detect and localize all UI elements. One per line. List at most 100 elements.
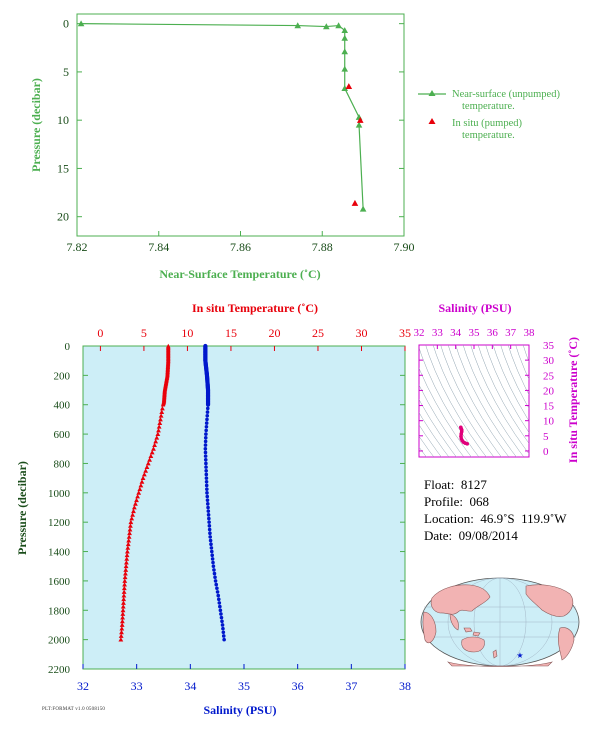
salinity-tick-label: 38	[399, 679, 411, 693]
salinity-point	[212, 568, 216, 572]
salinity-point	[207, 516, 211, 521]
ts-y-ticks: 0 5 10 15 20 25 30 35	[419, 340, 555, 458]
salinity-point	[208, 538, 213, 543]
salinity-point	[208, 535, 212, 539]
temperature-point	[151, 446, 156, 451]
ts-y-tick-label: 0	[543, 446, 549, 458]
temperature-point	[121, 600, 126, 605]
near-surface-point	[341, 27, 349, 34]
ts-density-contours	[419, 345, 529, 457]
salinity-point	[206, 509, 211, 513]
ts-y-tick-label: 10	[543, 416, 555, 428]
density-contour	[477, 345, 529, 444]
salinity-point	[203, 454, 208, 458]
temp-tick-label: 20	[268, 326, 280, 340]
salinity-tick-label: 36	[292, 679, 304, 693]
ts-x-tick-label: 36	[487, 327, 499, 339]
density-contour	[419, 435, 435, 457]
ts-x-ticks: 32 33 34 35 36 37 38	[414, 327, 535, 349]
salinity-point	[205, 502, 210, 506]
footer-text: PLT:FORMAT v1.0 0508150	[42, 707, 106, 712]
profile-pressure-ticks: 0 200 400 600 800 1000 1200 1400 1600 1800 2000 220…	[48, 341, 405, 676]
salinity-point	[204, 461, 208, 466]
salinity-tick-label: 33	[131, 679, 143, 693]
profile-temperature-ticks: 0 5 10 15 20 25 30 35	[97, 326, 411, 351]
salinity-point	[204, 428, 208, 433]
profile-top-axis-label: In situ Temperature (˚C)	[192, 301, 318, 315]
salinity-point	[219, 612, 223, 616]
temperature-point	[119, 629, 124, 635]
ts-y-tick-label: 30	[543, 355, 555, 367]
temperature-point	[156, 428, 161, 433]
ts-diagram: 32 33 34 35 36 37 38 0 5 10 15 20 25 30 35 Salinity (…	[414, 301, 581, 463]
salinity-point	[220, 619, 224, 624]
salinity-point	[215, 590, 220, 594]
density-contour	[522, 345, 529, 363]
profile-plot-frame	[82, 345, 406, 670]
density-contour	[419, 412, 450, 457]
pressure-tick-label: 1800	[48, 605, 71, 617]
temperature-point	[147, 457, 152, 462]
salinity-point	[214, 582, 219, 587]
y-tick-label: 5	[63, 65, 69, 79]
ts-y-tick-label: 20	[543, 385, 555, 397]
near-surface-point	[323, 23, 330, 30]
temperature-point	[158, 413, 164, 418]
salinity-tick-label: 35	[238, 679, 250, 693]
temperature-point	[120, 604, 126, 609]
pressure-tick-label: 1600	[48, 576, 71, 588]
temperature-point	[139, 479, 145, 484]
density-contour	[500, 345, 529, 409]
in-situ-point	[356, 116, 364, 123]
temperature-point	[154, 435, 160, 440]
legend-label-near-surface-line2: temperature.	[462, 101, 515, 112]
salinity-point	[205, 491, 209, 495]
top-x-ticks: 7.82 7.84 7.86 7.88 7.90	[67, 231, 415, 254]
temperature-point	[123, 571, 128, 576]
salinity-point	[206, 513, 211, 517]
salinity-point	[205, 413, 210, 418]
salinity-point	[213, 579, 218, 583]
temperature-point	[120, 615, 125, 620]
salinity-point	[222, 637, 226, 642]
temperature-point	[135, 494, 141, 499]
salinity-point	[205, 494, 210, 499]
ts-x-tick-label: 32	[414, 327, 425, 339]
ts-x-tick-label: 33	[432, 327, 444, 339]
salinity-point	[203, 439, 208, 444]
in-situ-point	[351, 199, 359, 206]
salinity-point	[221, 630, 226, 635]
temperature-point	[120, 611, 126, 616]
salinity-point	[207, 527, 212, 532]
salinity-point	[206, 505, 210, 510]
temp-tick-label: 30	[355, 326, 367, 340]
top-plot-frame	[76, 13, 405, 237]
salinity-profile	[203, 343, 226, 642]
salinity-point	[203, 457, 208, 462]
temperature-point	[120, 607, 126, 613]
ts-right-axis-label: In situ Temperature (˚C)	[566, 337, 580, 463]
float-location-map: ★	[420, 577, 580, 667]
salinity-point	[221, 626, 225, 631]
profile-bottom-axis-label: Salinity (PSU)	[203, 703, 276, 717]
ts-x-tick-label: 37	[505, 327, 517, 339]
salinity-point	[204, 480, 209, 484]
temperature-point	[149, 450, 155, 455]
profile-chart: 0 5 10 15 20 25 30 35 32 33 34 35 36 37 38 0 200 400 600…	[15, 301, 411, 717]
salinity-point	[208, 531, 212, 535]
temperature-point	[133, 501, 138, 506]
salinity-point	[204, 483, 209, 488]
temperature-point	[119, 626, 125, 631]
salinity-point	[205, 417, 209, 422]
profile-number: Profile: 068	[424, 494, 489, 509]
salinity-point	[211, 564, 216, 569]
top-x-axis-label: Near-Surface Temperature (˚C)	[159, 267, 320, 281]
temperature-point	[124, 552, 130, 558]
density-contour	[492, 345, 529, 422]
temperature-point	[137, 486, 143, 492]
temperature-point	[155, 431, 161, 437]
salinity-point	[211, 560, 215, 565]
salinity-point	[203, 450, 208, 455]
temperature-point	[144, 464, 150, 470]
y-tick-label: 0	[63, 17, 69, 31]
